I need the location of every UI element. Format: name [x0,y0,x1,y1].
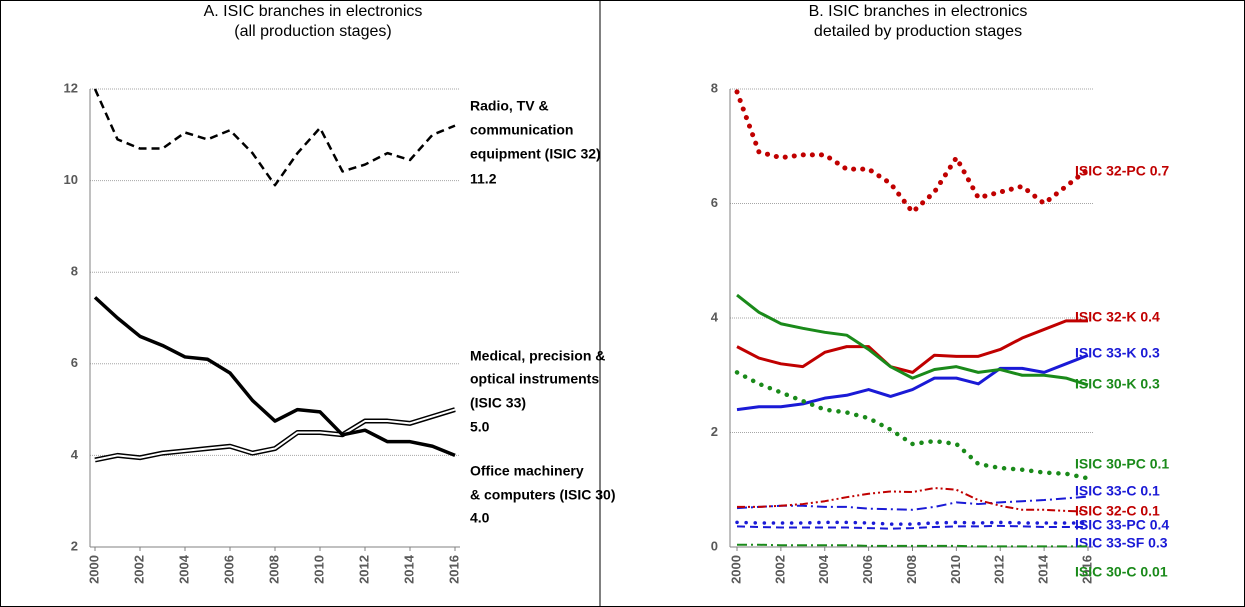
x-tick-label: 2004 [816,554,831,584]
series-line-inner [94,408,456,461]
x-tick-label: 2006 [221,555,236,584]
chart-title: A. ISIC branches in electronics [204,3,423,20]
series-line [734,370,1091,481]
y-tick-label: 8 [711,80,718,95]
series-line [736,524,1088,530]
x-tick-label: 2002 [131,555,146,584]
series-label: & computers (ISIC 30) [470,487,615,503]
chart-title: (all production stages) [234,23,391,40]
x-tick-label: 2004 [176,554,191,584]
x-tick-label: 2002 [772,555,787,584]
series-line [93,88,456,187]
y-tick-label: 4 [71,447,79,462]
series-label: ISIC 32-K 0.4 [1075,309,1160,325]
series-label: ISIC 33-C 0.1 [1075,483,1160,499]
y-tick-label: 6 [71,355,78,370]
series-label: ISIC 33-SF 0.3 [1075,535,1168,551]
series-label: ISIC 32-PC 0.7 [1075,163,1169,179]
series-label: Radio, TV & [470,98,549,114]
x-tick-label: 2010 [311,555,326,584]
x-tick-label: 2000 [86,555,101,584]
x-tick-label: 2000 [728,555,743,584]
series-label: equipment (ISIC 32) [470,146,601,162]
series-line [734,89,1091,215]
x-tick-label: 2014 [401,554,416,584]
x-tick-label: 2016 [446,555,461,584]
series-label: Office machinery [470,463,584,479]
series-label: ISIC 30-C 0.01 [1075,564,1168,580]
series-line [93,296,456,458]
series-line [94,407,456,463]
y-tick-label: 12 [64,80,78,95]
series-label: Medical, precision & [470,348,605,364]
series-label: ISIC 33-PC 0.4 [1075,517,1169,533]
y-tick-label: 2 [71,538,78,553]
series-label: (ISIC 33) [470,395,526,411]
series-line [736,495,1089,511]
x-tick-label: 2016 [1079,555,1094,584]
series-label: communication [470,122,573,138]
chart-title: B. ISIC branches in electronics [809,3,1028,20]
y-tick-label: 10 [64,172,78,187]
y-tick-label: 0 [711,538,718,553]
x-tick-label: 2012 [992,555,1007,584]
series-label: optical instruments [470,371,599,387]
x-tick-label: 2012 [356,555,371,584]
y-tick-label: 4 [711,309,719,324]
x-tick-label: 2008 [904,555,919,584]
y-tick-label: 6 [711,195,718,210]
series-line [736,293,1089,387]
series-line [735,520,1090,526]
series-label: ISIC 33-K 0.3 [1075,345,1160,361]
series-line [737,487,1089,513]
series-line [736,319,1088,374]
series-label: ISIC 30-K 0.3 [1075,376,1160,392]
series-line [737,543,1088,548]
chart-title: detailed by production stages [814,23,1022,40]
end-value-label: 4.0 [470,510,490,526]
x-tick-label: 2010 [948,555,963,584]
end-value-label: 11.2 [470,171,497,187]
x-tick-label: 2006 [860,555,875,584]
y-tick-label: 8 [71,264,78,279]
y-tick-label: 2 [711,424,718,439]
series-label: ISIC 32-C 0.1 [1075,503,1160,519]
series-line [736,353,1089,412]
x-tick-label: 2014 [1036,554,1051,584]
x-tick-label: 2008 [266,555,281,584]
series-label: ISIC 30-PC 0.1 [1075,456,1169,472]
end-value-label: 5.0 [470,419,490,435]
